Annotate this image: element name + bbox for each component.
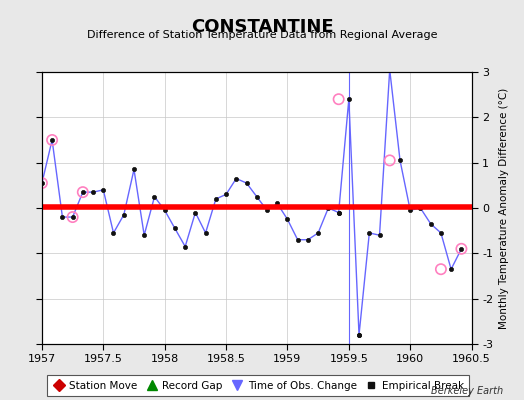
Difference from Regional Average [458,246,465,251]
Quality Control Failed [69,214,77,220]
Y-axis label: Monthly Temperature Anomaly Difference (°C): Monthly Temperature Anomaly Difference (… [499,87,509,329]
Difference from Regional Average [325,206,332,210]
Legend: Station Move, Record Gap, Time of Obs. Change, Empirical Break: Station Move, Record Gap, Time of Obs. C… [47,376,469,396]
Quality Control Failed [386,157,394,164]
Quality Control Failed [38,180,46,186]
Text: CONSTANTINE: CONSTANTINE [191,18,333,36]
Difference from Regional Average [100,188,106,192]
Difference from Regional Average [346,97,352,102]
Difference from Regional Average [376,233,383,238]
Difference from Regional Average [315,230,321,235]
Difference from Regional Average [192,210,199,215]
Difference from Regional Average [356,332,362,337]
Difference from Regional Average [202,230,209,235]
Difference from Regional Average [111,230,117,235]
Difference from Regional Average [244,181,250,186]
Difference from Regional Average [141,233,147,238]
Difference from Regional Average [264,208,270,213]
Difference from Regional Average [294,237,301,242]
Difference from Regional Average [90,190,96,194]
Difference from Regional Average [151,194,158,199]
Quality Control Failed [436,266,445,272]
Difference from Regional Average [59,215,66,220]
Difference from Regional Average [49,138,55,142]
Difference from Regional Average [223,192,229,197]
Difference from Regional Average [407,208,413,213]
Difference from Regional Average [335,210,342,215]
Difference from Regional Average [80,190,86,194]
Quality Control Failed [334,96,343,102]
Difference from Regional Average [172,226,178,231]
Difference from Regional Average [438,230,444,235]
Line: Difference from Regional Average: Difference from Regional Average [40,68,464,337]
Difference from Regional Average [121,212,127,217]
Difference from Regional Average [161,208,168,213]
Difference from Regional Average [39,181,45,186]
Difference from Regional Average [70,215,76,220]
Difference from Regional Average [428,222,434,226]
Difference from Regional Average [397,158,403,163]
Difference from Regional Average [356,332,362,337]
Difference from Regional Average [254,194,260,199]
Quality Control Failed [457,246,466,252]
Difference from Regional Average [387,67,393,72]
Quality Control Failed [48,137,56,143]
Difference from Regional Average [285,217,291,222]
Text: Berkeley Earth: Berkeley Earth [431,386,503,396]
Text: Difference of Station Temperature Data from Regional Average: Difference of Station Temperature Data f… [87,30,437,40]
Difference from Regional Average [366,230,373,235]
Difference from Regional Average [305,237,311,242]
Difference from Regional Average [448,267,454,272]
Difference from Regional Average [233,176,239,181]
Difference from Regional Average [131,167,137,172]
Difference from Regional Average [335,210,342,215]
Difference from Regional Average [182,244,188,249]
Difference from Regional Average [417,206,423,210]
Difference from Regional Average [213,196,219,201]
Difference from Regional Average [274,201,280,206]
Quality Control Failed [79,189,87,195]
